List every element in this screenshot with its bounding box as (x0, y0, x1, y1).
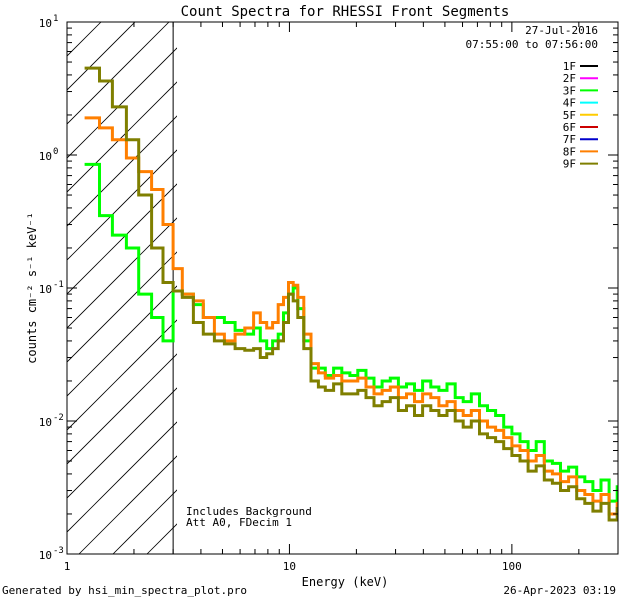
legend-label-1F: 1F (563, 60, 576, 73)
y-tick-exponent: 1 (53, 14, 58, 24)
y-tick-exponent: -3 (53, 546, 64, 556)
annotation-attenuator: Att A0, FDecim 1 (186, 516, 292, 529)
legend-label-7F: 7F (563, 133, 576, 146)
y-axis-label: counts cm⁻² s⁻¹ keV⁻¹ (25, 212, 39, 364)
hatch-line (78, 455, 177, 554)
series-9F-line (84, 66, 618, 522)
x-tick-labels: 1 10 100 (64, 560, 522, 573)
legend-label-5F: 5F (563, 109, 576, 122)
footer-timestamp: 26-Apr-2023 03:19 (503, 584, 616, 597)
hatch-line (67, 217, 177, 329)
legend-label-3F: 3F (563, 84, 576, 97)
x-tick-label: 1 (64, 560, 71, 573)
axis-ticks (66, 21, 619, 555)
annotation-background: Includes Background (186, 505, 312, 518)
hatch-line (67, 22, 170, 125)
legend: 27-Jul-2016 07:55:00 to 07:56:00 1F2F3F4… (466, 24, 598, 171)
series-layer (84, 66, 618, 522)
y-tick-base: 10 (39, 416, 52, 429)
legend-label-4F: 4F (563, 97, 576, 110)
legend-time-range: 07:55:00 to 07:56:00 (466, 38, 598, 51)
legend-label-2F: 2F (563, 72, 576, 85)
legend-date: 27-Jul-2016 (525, 24, 598, 37)
footer-generated-by: Generated by hsi_min_spectra_plot.pro (2, 584, 247, 597)
hatch-line (67, 81, 177, 193)
legend-label-6F: 6F (563, 121, 576, 134)
y-tick-base: 10 (39, 17, 52, 30)
plot-frame (66, 21, 619, 555)
y-tick-base: 10 (39, 283, 52, 296)
x-tick-label: 100 (502, 560, 522, 573)
chart-title: Count Spectra for RHESSI Front Segments (181, 4, 510, 20)
y-tick-base: 10 (39, 150, 52, 163)
series-3F-line (84, 162, 618, 503)
y-tick-exponent: -2 (53, 413, 64, 423)
hatch-line (67, 285, 177, 397)
series-8F-line (84, 116, 618, 516)
x-axis-label: Energy (keV) (302, 575, 389, 589)
legend-label-8F: 8F (563, 145, 576, 158)
legend-label-9F: 9F (563, 158, 576, 171)
y-tick-exponent: 0 (53, 147, 58, 157)
x-tick-label: 10 (283, 560, 296, 573)
hatch-line (67, 387, 177, 499)
hatch-line (67, 421, 177, 533)
y-tick-base: 10 (39, 549, 52, 562)
y-tick-exponent: -1 (53, 280, 64, 290)
hatch-line (67, 47, 177, 159)
hatch-line (67, 251, 177, 363)
